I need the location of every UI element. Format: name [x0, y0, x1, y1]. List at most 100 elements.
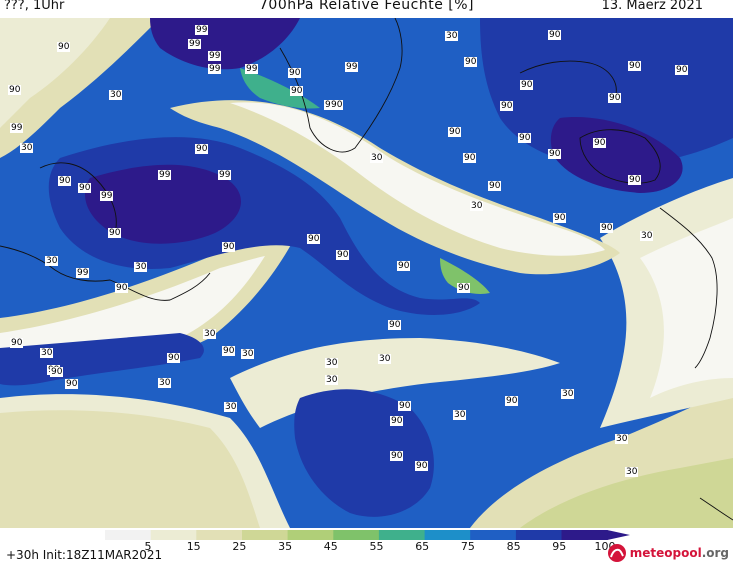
scale-segment: [150, 530, 197, 540]
green-accent-central: [440, 258, 490, 294]
contour-label-99: 99: [188, 39, 202, 49]
contour-label-30: 30: [134, 262, 148, 272]
contour-label-99: 99: [218, 170, 232, 180]
scale-segment: [196, 530, 243, 540]
contour-label-90: 90: [488, 181, 502, 191]
date-label: 13. Maerz 2021: [601, 0, 703, 13]
scale-tick-label: 95: [552, 540, 567, 553]
contour-label-90: 90: [336, 250, 350, 260]
contour-label-30: 30: [453, 410, 467, 420]
coastline-greenland: [279, 18, 403, 153]
color-scale-bar: [105, 530, 630, 540]
contour-label-90: 90: [415, 461, 429, 471]
contour-label-90: 90: [167, 353, 181, 363]
scale-segment: [424, 530, 471, 540]
contour-label-90: 90: [457, 283, 471, 293]
coastline-canada-east: [0, 245, 211, 301]
contour-label-90: 90: [8, 85, 22, 95]
map-title: 700hPa Relative Feuchte [%]: [259, 0, 474, 13]
moderate-area-se: [520, 458, 733, 528]
scale-arrow-high: [607, 530, 630, 540]
very-dry-east: [640, 218, 733, 398]
contour-label-30: 30: [640, 231, 654, 241]
contour-label-90: 90: [628, 175, 642, 185]
contour-label-90: 90: [397, 261, 411, 271]
contour-label-99: 99: [158, 170, 172, 180]
contour-label-30: 30: [203, 329, 217, 339]
contour-label-90: 90: [608, 93, 622, 103]
scale-tick-label: 35: [278, 540, 293, 553]
contour-label-90: 90: [600, 223, 614, 233]
contour-label-90: 90: [58, 176, 72, 186]
contour-label-30: 30: [241, 349, 255, 359]
scale-segment: [333, 530, 380, 540]
contour-label-90: 90: [330, 100, 344, 110]
scale-segment: [287, 530, 334, 540]
contour-label-99: 99: [76, 268, 90, 278]
contour-label-90: 90: [548, 149, 562, 159]
contour-label-90: 90: [505, 396, 519, 406]
scale-tick-label: 55: [369, 540, 384, 553]
contour-label-90: 90: [500, 101, 514, 111]
scale-segment: [378, 530, 426, 540]
scale-tick-label: 75: [460, 540, 475, 553]
contour-label-99: 99: [10, 123, 24, 133]
map-header: ???, 1Uhr 700hPa Relative Feuchte [%] 13…: [0, 0, 733, 18]
contour-label-90: 90: [398, 401, 412, 411]
contour-label-99: 99: [208, 51, 222, 61]
scale-tick-label: 5: [144, 540, 152, 553]
contour-label-30: 30: [370, 153, 384, 163]
contour-label-90: 90: [108, 228, 122, 238]
scale-tick-label: 15: [186, 540, 201, 553]
contour-label-30: 30: [445, 31, 459, 41]
contour-label-90: 90: [464, 57, 478, 67]
scale-tick-label: 65: [415, 540, 430, 553]
contour-label-99: 99: [100, 191, 114, 201]
contour-label-30: 30: [45, 256, 59, 266]
scale-tick-label: 45: [323, 540, 338, 553]
valid-time-label: ???, 1Uhr: [4, 0, 65, 13]
saturated-core-central: [85, 164, 242, 244]
contour-label-90: 90: [65, 379, 79, 389]
contour-label-30: 30: [325, 358, 339, 368]
coastline-africa: [699, 497, 733, 521]
contour-label-90: 90: [388, 320, 402, 330]
contour-label-99: 99: [195, 25, 209, 35]
humidity-field: [0, 18, 733, 528]
map-footer: 5 15 25 35 45 55 65 75 85 95 100 +30h Init:18Z11MA…: [0, 528, 733, 566]
contour-label-30: 30: [325, 375, 339, 385]
very-dry-band-central: [230, 102, 605, 256]
scale-segment: [515, 530, 563, 540]
scale-tick-label: 85: [506, 540, 521, 553]
coastline-hudson: [39, 162, 117, 234]
dry-band-nw-inner: [0, 18, 110, 128]
contour-label-99: 99: [345, 62, 359, 72]
contour-label-90: 90: [222, 242, 236, 252]
contour-label-90: 90: [57, 42, 71, 52]
contour-label-30: 30: [561, 389, 575, 399]
scale-segment: [105, 530, 152, 540]
saturated-core-north: [150, 18, 300, 70]
contour-label-90: 90: [520, 80, 534, 90]
contour-label-90: 90: [390, 416, 404, 426]
contour-label-90: 90: [10, 338, 24, 348]
contour-label-30: 30: [615, 434, 629, 444]
meteopool-logo-text: meteopool.org: [629, 546, 729, 560]
contour-label-90: 90: [290, 86, 304, 96]
coastline-iceland: [519, 60, 617, 99]
contour-label-30: 30: [109, 90, 123, 100]
contour-label-30: 30: [470, 201, 484, 211]
contour-label-30: 30: [224, 402, 238, 412]
contour-label-90: 90: [448, 127, 462, 137]
contour-label-90: 90: [518, 133, 532, 143]
contour-label-90: 90: [390, 451, 404, 461]
contour-label-90: 90: [78, 183, 92, 193]
contour-label-30: 30: [158, 378, 172, 388]
contour-label-90: 90: [553, 213, 567, 223]
contour-label-99: 99: [208, 64, 222, 74]
meteopool-logo[interactable]: meteopool.org: [607, 542, 729, 564]
scale-segment: [470, 530, 517, 540]
moist-core-ne: [480, 18, 733, 168]
contour-label-30: 30: [20, 143, 34, 153]
contour-label-30: 30: [378, 354, 392, 364]
